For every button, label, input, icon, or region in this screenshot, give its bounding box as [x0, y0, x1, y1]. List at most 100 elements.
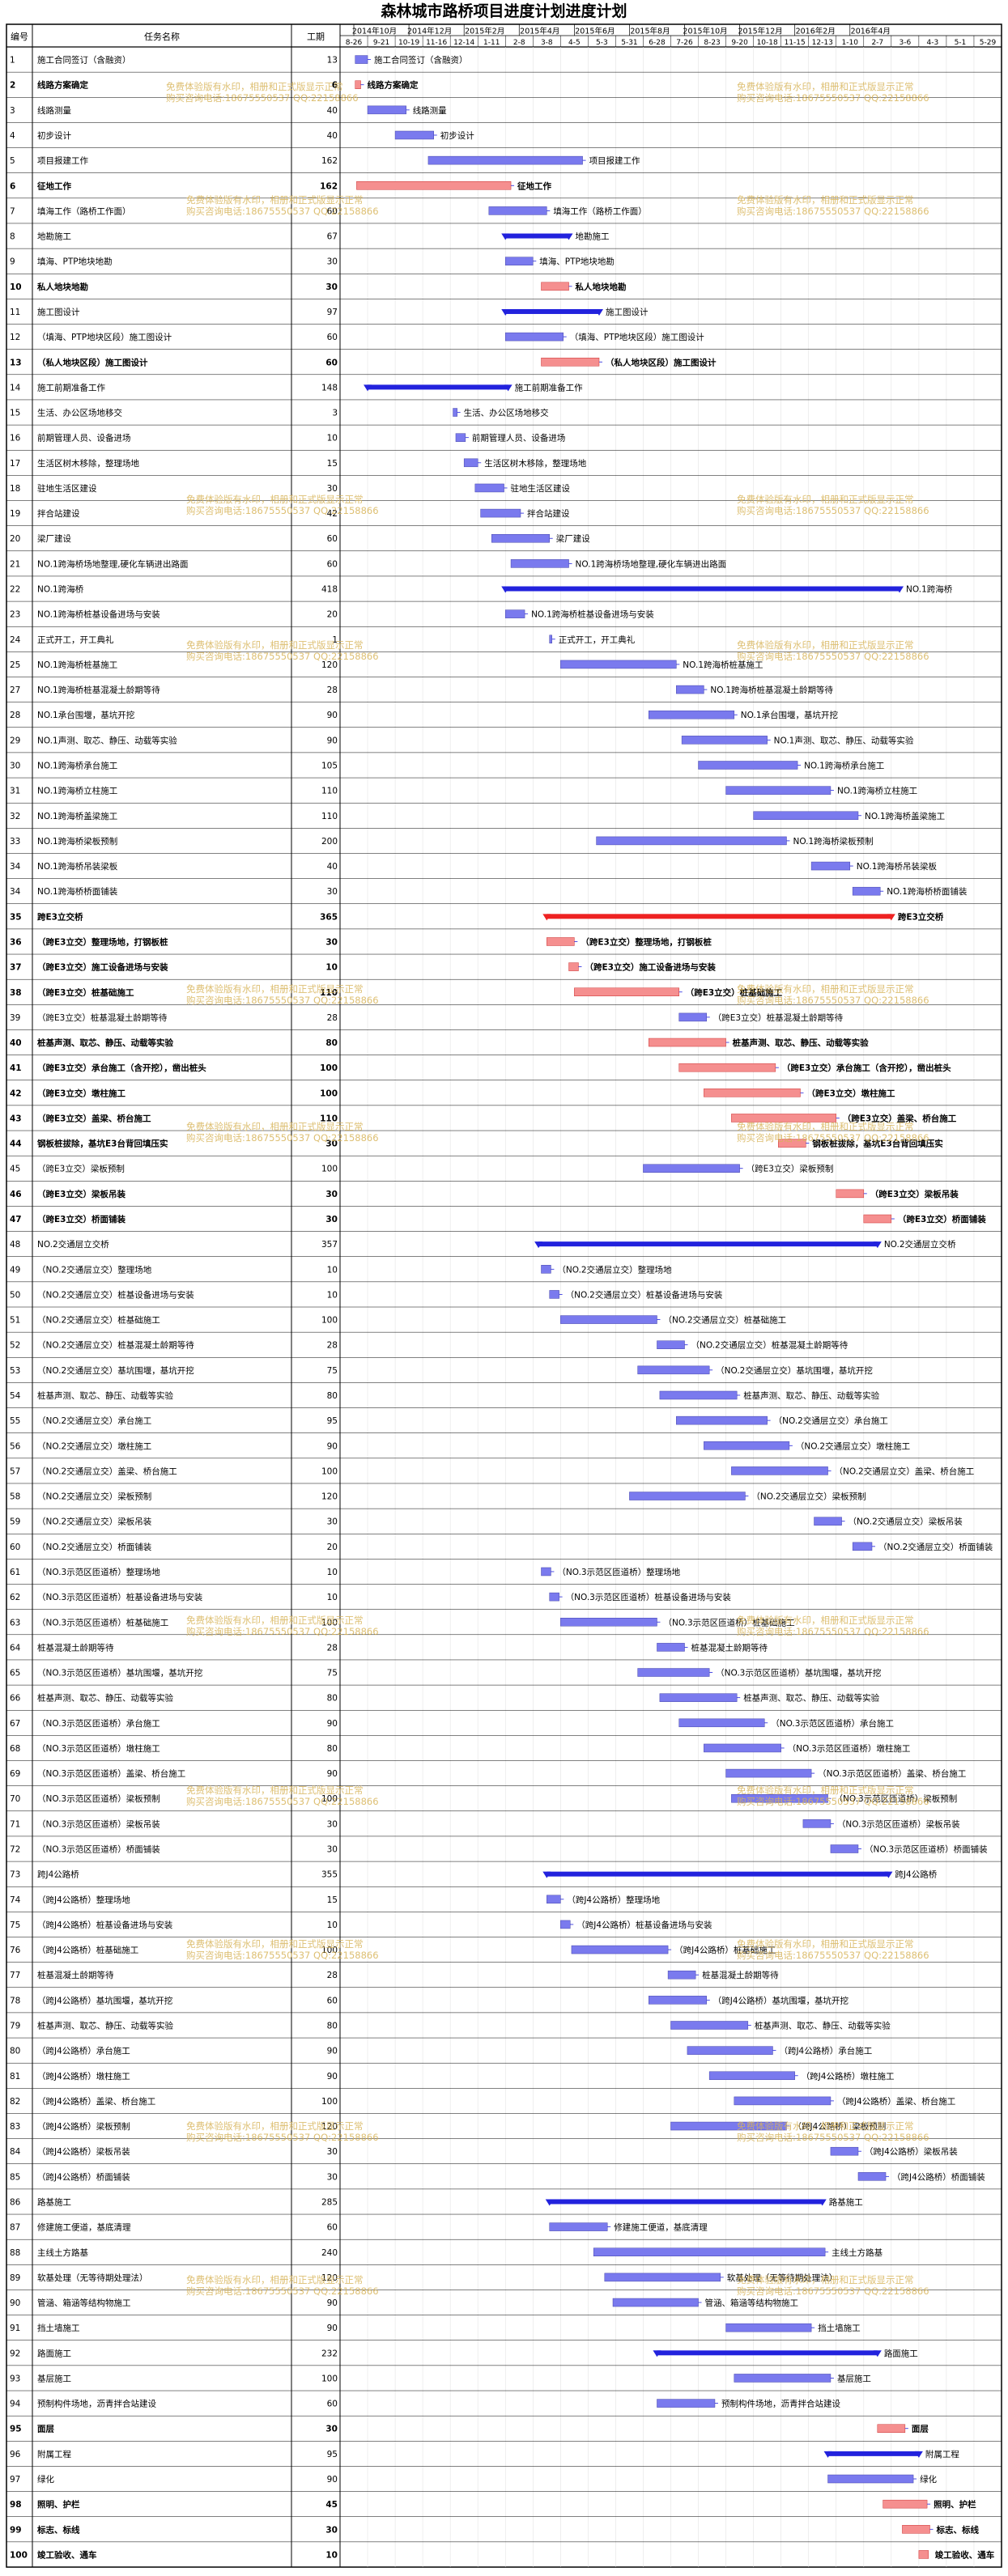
task-id: 60: [10, 1543, 20, 1552]
summary-cap: [564, 233, 573, 240]
task-name: NO.2交通层立交桥: [37, 1239, 109, 1250]
bar-label: NO.1跨海桥梁板预制: [793, 836, 873, 847]
bar-label: 线路方案确定: [368, 80, 419, 91]
task-name: 生活区树木移除，整理场地: [37, 458, 139, 469]
task-duration: 120: [321, 2122, 338, 2132]
task-name: 主线土方路基: [37, 2247, 88, 2258]
task-duration: 60: [327, 206, 338, 216]
bar-label: （跨J4公路桥）梁板预制: [793, 2121, 886, 2132]
summary-bar: [505, 308, 599, 314]
summary-cap: [594, 308, 603, 316]
task-name: 标志、标线: [36, 2524, 80, 2535]
task-id: 46: [10, 1190, 22, 1199]
task-duration: 60: [327, 1996, 338, 2005]
task-name: NO.1跨海桥立柱施工: [37, 786, 117, 796]
task-name: 梁厂建设: [37, 533, 71, 544]
task-bar: [734, 2374, 831, 2383]
task-bar: [612, 2298, 699, 2307]
task-name: （跨E3立交）施工设备进场与安装: [37, 962, 168, 973]
bar-label: 跨J4公路桥: [895, 1869, 937, 1880]
task-bar: [571, 1945, 669, 1954]
bar-label: 初步设计: [440, 130, 474, 141]
bar-label: 路基施工: [829, 2196, 863, 2207]
bar-label: 主线土方路基: [831, 2247, 883, 2258]
header-week: 11-15: [785, 39, 806, 47]
task-duration: 60: [327, 534, 338, 544]
header-week: 7-26: [676, 39, 693, 47]
task-name: 基层施工: [37, 2373, 71, 2383]
task-name: （跨E3立交）盖梁、桥台施工: [37, 1113, 151, 1123]
bar-label: NO.1跨海桥桩基设备进场与安装: [531, 609, 654, 620]
task-id: 9: [10, 257, 15, 267]
task-bar: [814, 1517, 842, 1526]
task-name: 面层: [37, 2425, 54, 2434]
bar-label: 生活、办公区场地移交: [464, 408, 549, 418]
task-name: 路面施工: [37, 2348, 71, 2358]
critical-task-bar: [704, 1089, 801, 1097]
task-id: 92: [10, 2349, 20, 2358]
task-id: 25: [10, 660, 20, 670]
task-name: 线路测量: [37, 105, 71, 116]
critical-task-bar: [877, 2424, 906, 2433]
task-id: 79: [10, 2021, 20, 2031]
bar-label: （NO.2交通层立交）梁板吊装: [849, 1517, 963, 1527]
task-name: （跨J4公路桥）梁板预制: [37, 2121, 130, 2132]
task-id: 66: [10, 1694, 21, 1704]
bar-label: （NO.3示范区匝道桥）盖梁、桥台施工: [818, 1768, 966, 1779]
task-id: 98: [10, 2500, 22, 2510]
bar-label: 绿化: [920, 2474, 938, 2485]
task-bar: [725, 786, 831, 795]
task-duration: 28: [327, 1013, 338, 1023]
task-name: 项目报建工作: [37, 155, 88, 166]
task-bar: [394, 130, 434, 140]
task-id: 83: [10, 2122, 20, 2132]
task-id: 7: [10, 206, 15, 216]
task-id: 20: [10, 534, 20, 544]
bar-label: 竣工验收、通车: [935, 2549, 995, 2560]
task-id: 84: [10, 2147, 21, 2157]
task-duration: 10: [327, 1265, 338, 1275]
bar-label: 附属工程: [925, 2449, 959, 2459]
task-bar: [643, 1164, 740, 1173]
task-bar: [480, 508, 521, 518]
task-bar: [505, 257, 534, 265]
task-id: 18: [10, 484, 20, 494]
task-name: 修建施工便道，基底清理: [37, 2222, 131, 2233]
bar-label: （跨J4公路桥）盖梁、桥台施工: [837, 2096, 955, 2107]
task-bar: [657, 1340, 685, 1349]
bar-label: （跨E3立交）桩基础施工: [686, 987, 783, 998]
task-id: 57: [10, 1466, 20, 1476]
task-name: 填海工作（路桥工作面）: [37, 206, 131, 216]
task-duration: 110: [320, 988, 338, 998]
header-week: 2-7: [871, 39, 883, 47]
task-bar: [629, 1492, 746, 1500]
task-id: 96: [10, 2450, 21, 2459]
task-bar: [541, 1567, 551, 1577]
task-duration: 110: [320, 1114, 338, 1123]
task-duration: 30: [325, 2525, 338, 2535]
bar-label: 线路测量: [413, 105, 447, 116]
task-name: NO.1承台围堰，基坑开挖: [37, 710, 134, 720]
header-week: 5-29: [980, 39, 997, 47]
task-id: 36: [10, 937, 22, 947]
task-id: 93: [10, 2374, 20, 2383]
bar-label: 正式开工，开工典礼: [559, 634, 636, 645]
task-duration: 100: [321, 1316, 338, 1326]
task-id: 55: [10, 1416, 20, 1426]
task-bar: [830, 1844, 859, 1853]
task-duration: 20: [327, 1543, 338, 1552]
summary-cap: [542, 914, 551, 921]
task-bar: [753, 811, 859, 821]
task-duration: 105: [321, 761, 338, 770]
bar-label: 前期管理人员、设备进场: [472, 433, 566, 443]
task-name: （NO.2交通层立交）承台施工: [37, 1415, 151, 1426]
task-id: 58: [10, 1492, 20, 1502]
task-name: 桩基混凝土龄期等待: [37, 1970, 114, 1980]
task-name: （跨J4公路桥）桩基设备进场与安装: [37, 1920, 173, 1930]
task-name: NO.1跨海桥梁板预制: [37, 836, 117, 847]
task-id: 89: [10, 2273, 20, 2283]
bar-label: （跨E3立交）施工设备进场与安装: [585, 962, 716, 973]
summary-bar: [827, 2451, 919, 2456]
summary-cap: [501, 308, 510, 316]
task-duration: 30: [325, 282, 338, 292]
